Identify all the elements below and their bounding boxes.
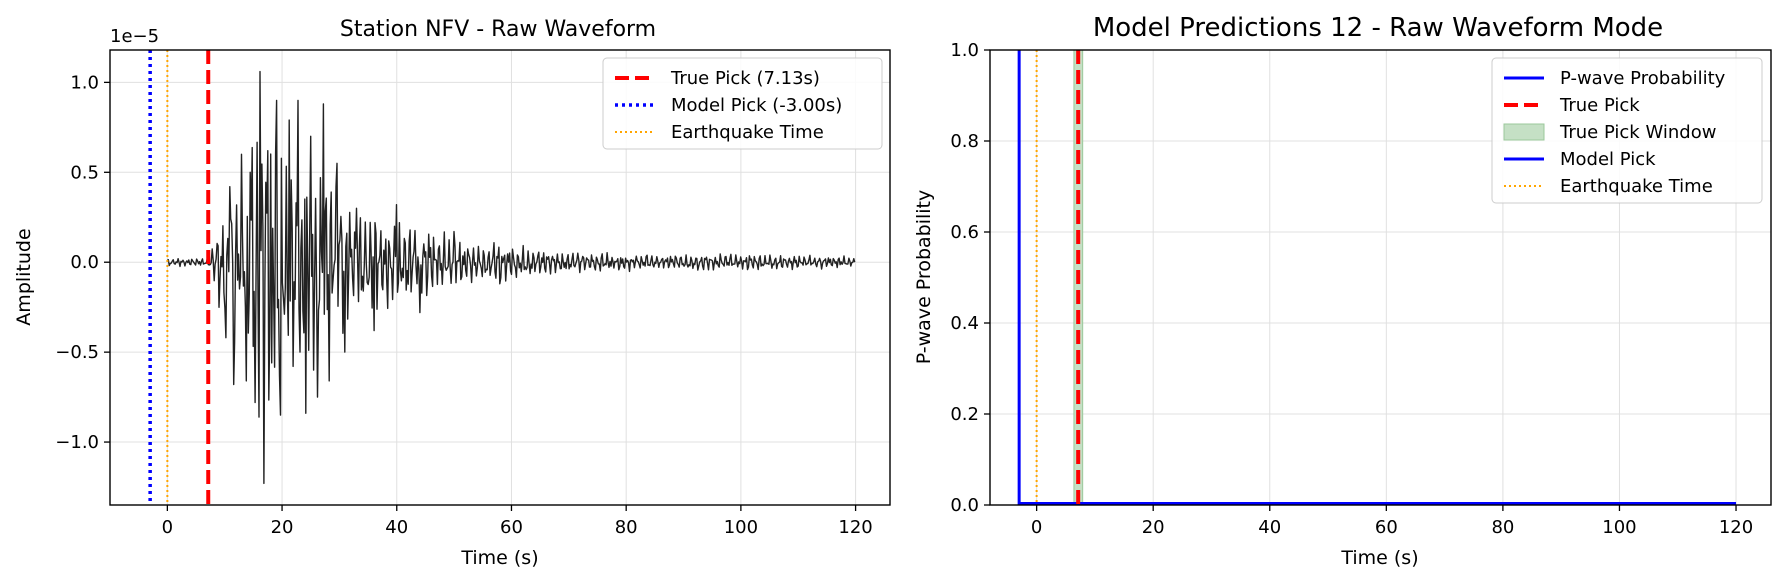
x-tick-label: 20 bbox=[271, 517, 294, 538]
waveform-y-axis-label: Amplitude bbox=[13, 228, 35, 325]
y-tick-label: 0.8 bbox=[950, 131, 979, 152]
x-tick-label: 0 bbox=[1031, 517, 1042, 538]
waveform-y-ticks: −1.0 −0.5 0.0 0.5 1.0 bbox=[55, 72, 110, 453]
x-tick-label: 40 bbox=[1258, 517, 1281, 538]
legend-swatch bbox=[1503, 123, 1545, 141]
x-tick-label: 20 bbox=[1142, 517, 1165, 538]
y-tick-label: 0.0 bbox=[950, 495, 979, 516]
waveform-x-ticks: 0 20 40 60 80 100 120 bbox=[162, 505, 873, 538]
probability-chart-title: Model Predictions 12 - Raw Waveform Mode bbox=[1093, 13, 1663, 43]
probability-chart: Model Predictions 12 - Raw Waveform Mode… bbox=[913, 13, 1772, 569]
legend-label: Earthquake Time bbox=[671, 122, 824, 143]
probability-plot-area bbox=[1017, 50, 1737, 505]
legend-label: Earthquake Time bbox=[1560, 176, 1713, 197]
waveform-x-axis-label: Time (s) bbox=[460, 547, 538, 569]
legend-label: P-wave Probability bbox=[1560, 68, 1726, 89]
waveform-chart: Station NFV - Raw Waveform 1e−5 0 20 40 60 8… bbox=[13, 17, 891, 569]
legend-frame bbox=[1491, 57, 1763, 204]
y-tick-label: 1.0 bbox=[70, 72, 99, 93]
y-tick-label: 1.0 bbox=[950, 40, 979, 61]
probability-x-axis-label: Time (s) bbox=[1340, 547, 1418, 569]
x-tick-label: 100 bbox=[724, 517, 758, 538]
x-tick-label: 120 bbox=[838, 517, 872, 538]
x-tick-label: 0 bbox=[162, 517, 173, 538]
x-tick-label: 100 bbox=[1602, 517, 1636, 538]
x-tick-label: 80 bbox=[1491, 517, 1514, 538]
legend-label: True Pick bbox=[1559, 95, 1640, 116]
probability-x-ticks: 0 20 40 60 80 100 120 bbox=[1031, 505, 1753, 538]
y-tick-label: 0.4 bbox=[950, 313, 979, 334]
probability-legend: P-wave Probability True Pick True Pick Win… bbox=[1491, 57, 1763, 204]
y-tick-label: −1.0 bbox=[55, 432, 99, 453]
amplitude-offset-text: 1e−5 bbox=[110, 26, 159, 47]
legend-label: Model Pick (-3.00s) bbox=[671, 95, 842, 116]
legend-label: True Pick (7.13s) bbox=[670, 68, 820, 89]
legend-frame bbox=[602, 57, 883, 150]
waveform-plot-frame bbox=[109, 49, 891, 506]
legend-label: Model Pick bbox=[1560, 149, 1656, 170]
x-tick-label: 80 bbox=[615, 517, 638, 538]
probability-plot-frame bbox=[989, 49, 1772, 506]
x-tick-label: 60 bbox=[1375, 517, 1398, 538]
x-tick-label: 120 bbox=[1719, 517, 1753, 538]
y-tick-label: 0.5 bbox=[70, 162, 99, 183]
y-tick-label: 0.2 bbox=[950, 404, 979, 425]
probability-y-ticks: 0.0 0.2 0.4 0.6 0.8 1.0 bbox=[950, 40, 990, 516]
waveform-line bbox=[167, 70, 856, 485]
x-tick-label: 40 bbox=[385, 517, 408, 538]
legend-label: True Pick Window bbox=[1559, 122, 1716, 143]
y-tick-label: −0.5 bbox=[55, 342, 99, 363]
y-tick-label: 0.6 bbox=[950, 222, 979, 243]
waveform-plot-area bbox=[148, 50, 856, 505]
waveform-chart-title: Station NFV - Raw Waveform bbox=[340, 17, 656, 42]
probability-y-axis-label: P-wave Probability bbox=[913, 190, 935, 365]
waveform-legend: True Pick (7.13s) Model Pick (-3.00s) Eart… bbox=[602, 57, 883, 150]
x-tick-label: 60 bbox=[500, 517, 523, 538]
y-tick-label: 0.0 bbox=[70, 252, 99, 273]
